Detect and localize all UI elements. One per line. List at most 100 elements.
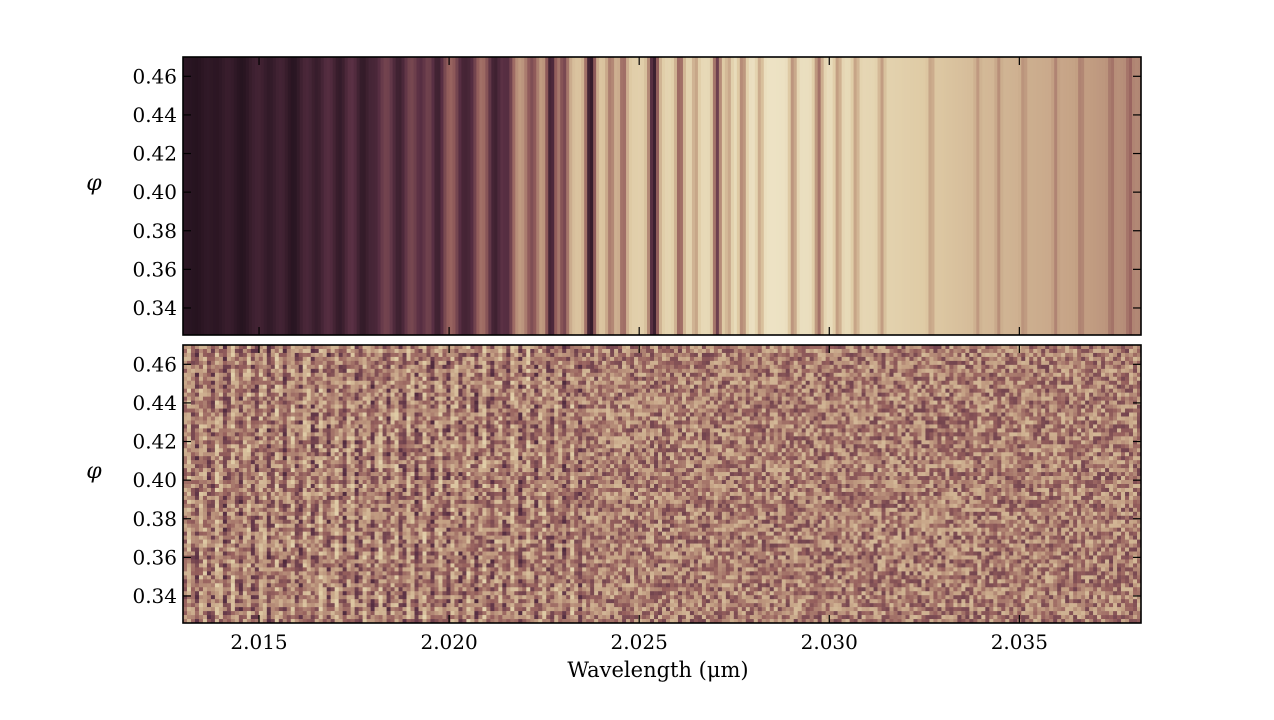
residual-cell bbox=[371, 492, 375, 496]
residual-cell bbox=[387, 468, 391, 472]
residual-cell bbox=[255, 532, 259, 536]
residual-cell bbox=[434, 428, 438, 432]
residual-cell bbox=[343, 488, 347, 492]
residual-cell bbox=[327, 452, 331, 456]
residual-cell bbox=[331, 424, 335, 428]
residual-cell bbox=[207, 436, 211, 440]
residual-cell bbox=[311, 552, 315, 556]
residual-cell bbox=[446, 361, 450, 365]
residual-cell bbox=[351, 496, 355, 500]
residual-cell bbox=[423, 516, 427, 520]
residual-cell bbox=[426, 444, 430, 448]
residual-cell bbox=[331, 436, 335, 440]
residual-cell bbox=[379, 540, 383, 544]
residual-cell bbox=[295, 444, 299, 448]
residual-cell bbox=[259, 552, 263, 556]
residual-cell bbox=[375, 516, 379, 520]
residual-cell bbox=[299, 508, 303, 512]
residual-cell bbox=[367, 480, 371, 484]
residual-cell bbox=[391, 508, 395, 512]
residual-cell bbox=[319, 456, 323, 460]
residual-cell bbox=[247, 472, 251, 476]
residual-cell bbox=[239, 595, 243, 599]
residual-cell bbox=[203, 496, 207, 500]
residual-cell bbox=[363, 607, 367, 611]
residual-cell bbox=[355, 381, 359, 385]
spectrum-column bbox=[773, 57, 776, 335]
residual-cell bbox=[375, 397, 379, 401]
residual-cell bbox=[247, 611, 251, 615]
residual-cell bbox=[251, 595, 255, 599]
residual-cell bbox=[267, 571, 271, 575]
residual-cell bbox=[442, 524, 446, 528]
residual-cell bbox=[351, 440, 355, 444]
residual-cell bbox=[271, 416, 275, 420]
residual-cell bbox=[311, 528, 315, 532]
residual-cell bbox=[243, 611, 247, 615]
residual-cell bbox=[411, 440, 415, 444]
residual-cell bbox=[223, 405, 227, 409]
residual-cell bbox=[215, 492, 219, 496]
residual-cell bbox=[243, 420, 247, 424]
residual-cell bbox=[335, 492, 339, 496]
residual-cell bbox=[355, 544, 359, 548]
residual-cell bbox=[375, 611, 379, 615]
residual-cell bbox=[387, 528, 391, 532]
residual-cell bbox=[343, 611, 347, 615]
residual-cell bbox=[375, 409, 379, 413]
residual-cell bbox=[219, 397, 223, 401]
residual-cell bbox=[327, 436, 331, 440]
residual-cell bbox=[263, 552, 267, 556]
residual-cell bbox=[207, 520, 211, 524]
residual-cell bbox=[279, 516, 283, 520]
residual-cell bbox=[383, 448, 387, 452]
residual-cell bbox=[191, 401, 195, 405]
residual-cell bbox=[235, 484, 239, 488]
residual-cell bbox=[367, 528, 371, 532]
residual-cell bbox=[319, 607, 323, 611]
residual-cell bbox=[235, 524, 239, 528]
residual-cell bbox=[347, 357, 351, 361]
residual-cell bbox=[219, 365, 223, 369]
residual-cell bbox=[187, 452, 191, 456]
residual-cell bbox=[295, 504, 299, 508]
residual-cell bbox=[255, 496, 259, 500]
residual-cell bbox=[359, 464, 363, 468]
residual-cell bbox=[279, 536, 283, 540]
residual-cell bbox=[247, 397, 251, 401]
residual-cell bbox=[315, 440, 319, 444]
residual-cell bbox=[311, 389, 315, 393]
residual-cell bbox=[371, 456, 375, 460]
residual-cell bbox=[391, 413, 395, 417]
residual-cell bbox=[199, 369, 203, 373]
spectrum-column bbox=[240, 57, 243, 335]
residual-cell bbox=[339, 436, 343, 440]
residual-cell bbox=[371, 488, 375, 492]
residual-cell bbox=[359, 583, 363, 587]
residual-cell bbox=[434, 595, 438, 599]
residual-cell bbox=[275, 587, 279, 591]
residual-cell bbox=[415, 413, 419, 417]
residual-cell bbox=[419, 579, 423, 583]
residual-cell bbox=[215, 424, 219, 428]
residual-cell bbox=[263, 416, 267, 420]
residual-cell bbox=[235, 571, 239, 575]
residual-cell bbox=[211, 611, 215, 615]
residual-cell bbox=[363, 595, 367, 599]
residual-cell bbox=[223, 583, 227, 587]
residual-cell bbox=[387, 405, 391, 409]
residual-cell bbox=[319, 468, 323, 472]
residual-cell bbox=[215, 409, 219, 413]
residual-cell bbox=[187, 389, 191, 393]
residual-cell bbox=[331, 444, 335, 448]
residual-cell bbox=[399, 615, 403, 619]
residual-cell bbox=[191, 472, 195, 476]
residual-cell bbox=[215, 540, 219, 544]
residual-cell bbox=[307, 468, 311, 472]
residual-cell bbox=[351, 595, 355, 599]
residual-cell bbox=[399, 397, 403, 401]
residual-cell bbox=[287, 432, 291, 436]
spectrum-column bbox=[1048, 57, 1051, 335]
residual-cell bbox=[379, 369, 383, 373]
residual-cell bbox=[335, 512, 339, 516]
